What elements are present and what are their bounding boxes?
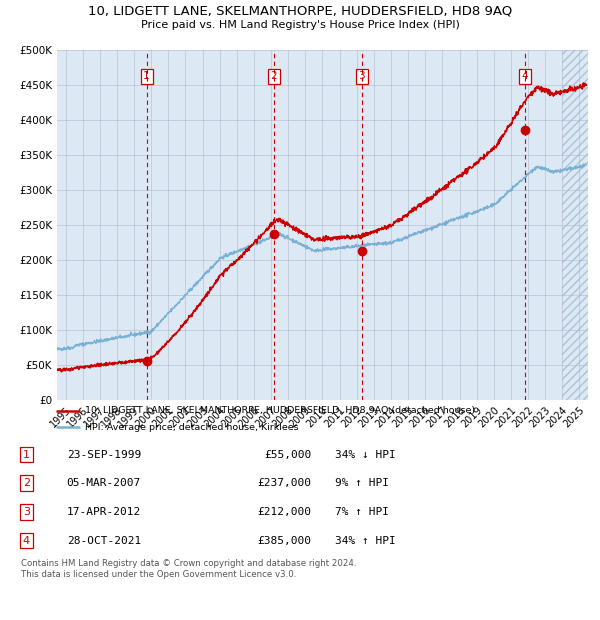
Text: 2: 2 <box>23 478 30 488</box>
Text: £237,000: £237,000 <box>257 478 311 488</box>
Text: £385,000: £385,000 <box>257 536 311 546</box>
Text: 28-OCT-2021: 28-OCT-2021 <box>67 536 141 546</box>
Text: 2: 2 <box>271 71 277 81</box>
Text: 1: 1 <box>23 450 30 459</box>
Text: 4: 4 <box>23 536 30 546</box>
Text: 9% ↑ HPI: 9% ↑ HPI <box>335 478 389 488</box>
Text: £212,000: £212,000 <box>257 507 311 517</box>
Text: 17-APR-2012: 17-APR-2012 <box>67 507 141 517</box>
Text: £55,000: £55,000 <box>264 450 311 459</box>
Text: 1: 1 <box>143 71 150 81</box>
Text: 7% ↑ HPI: 7% ↑ HPI <box>335 507 389 517</box>
Text: HPI: Average price, detached house, Kirklees: HPI: Average price, detached house, Kirk… <box>85 423 299 432</box>
Text: 3: 3 <box>358 71 365 81</box>
Text: Contains HM Land Registry data © Crown copyright and database right 2024.
This d: Contains HM Land Registry data © Crown c… <box>21 559 356 578</box>
Text: 10, LIDGETT LANE, SKELMANTHORPE, HUDDERSFIELD, HD8 9AQ: 10, LIDGETT LANE, SKELMANTHORPE, HUDDERS… <box>88 4 512 17</box>
Text: 23-SEP-1999: 23-SEP-1999 <box>67 450 141 459</box>
Text: 05-MAR-2007: 05-MAR-2007 <box>67 478 141 488</box>
Text: 3: 3 <box>23 507 30 517</box>
Text: 34% ↑ HPI: 34% ↑ HPI <box>335 536 395 546</box>
Text: 34% ↓ HPI: 34% ↓ HPI <box>335 450 395 459</box>
Text: 10, LIDGETT LANE, SKELMANTHORPE, HUDDERSFIELD, HD8 9AQ (detached house): 10, LIDGETT LANE, SKELMANTHORPE, HUDDERS… <box>85 406 475 415</box>
Text: Price paid vs. HM Land Registry's House Price Index (HPI): Price paid vs. HM Land Registry's House … <box>140 20 460 30</box>
Text: 4: 4 <box>522 71 529 81</box>
